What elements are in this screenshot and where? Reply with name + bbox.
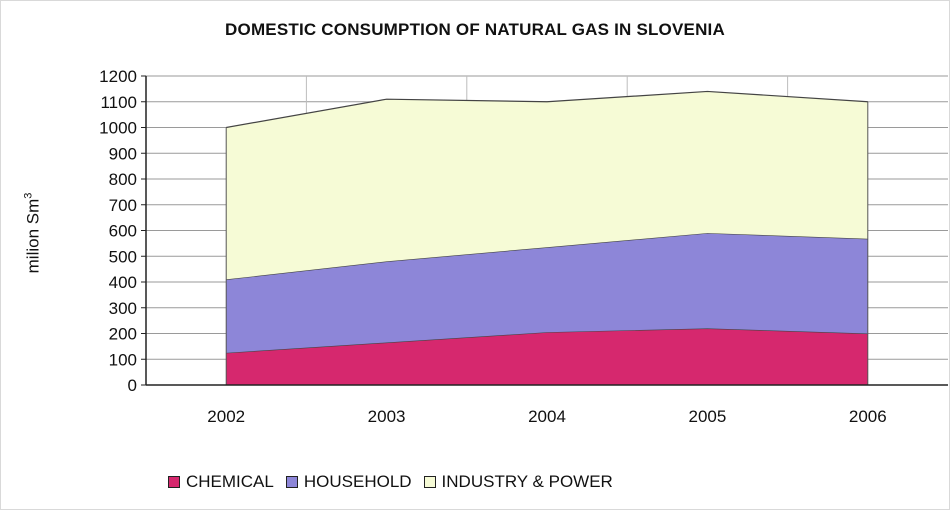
legend: CHEMICAL HOUSEHOLD INDUSTRY & POWER [168,472,625,492]
y-tick-label: 600 [109,222,137,241]
x-tick-label: 2006 [849,407,887,426]
y-tick-label: 800 [109,170,137,189]
legend-label: INDUSTRY & POWER [441,472,613,491]
legend-item: CHEMICAL [168,472,274,492]
y-tick-label: 1200 [99,67,137,86]
y-tick-label: 0 [128,376,137,395]
legend-item: HOUSEHOLD [285,472,412,492]
y-tick-label: 700 [109,196,137,215]
x-tick-label: 2002 [207,407,245,426]
y-tick-label: 100 [109,350,137,369]
legend-swatch [423,476,436,488]
chart-title: DOMESTIC CONSUMPTION OF NATURAL GAS IN S… [225,20,725,39]
legend-item: INDUSTRY & POWER [423,472,613,492]
y-tick-label: 400 [109,273,137,292]
x-tick-label: 2005 [688,407,726,426]
y-tick-label: 900 [109,144,137,163]
x-tick-label: 2003 [368,407,406,426]
x-tick-label: 2004 [528,407,566,426]
legend-swatch [168,476,180,488]
legend-label: CHEMICAL [186,472,274,491]
legend-label: HOUSEHOLD [303,472,412,491]
y-tick-label: 1000 [99,119,137,138]
y-tick-label: 200 [109,325,137,344]
area-edge-2 [226,90,868,129]
area-chemical [226,328,868,385]
area-industry-power [226,91,868,280]
area-household [226,233,868,353]
y-tick-label: 500 [109,247,137,266]
legend-swatch [285,476,298,488]
y-tick-label: 300 [109,299,137,318]
y-tick-label: 1100 [100,93,137,112]
